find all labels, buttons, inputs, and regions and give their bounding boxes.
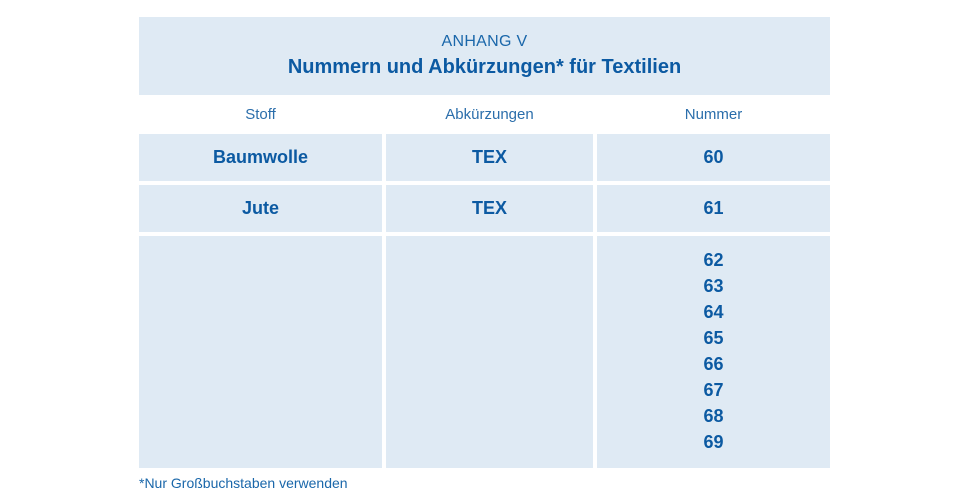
column-header-abkuerzungen: Abkürzungen bbox=[445, 106, 534, 123]
column-header-nummer: Nummer bbox=[684, 106, 743, 123]
column-header-stoff: Stoff bbox=[245, 106, 276, 123]
table-cell-abkuerzung-empty bbox=[386, 236, 593, 468]
number-item: 64 bbox=[703, 302, 724, 322]
footnote: *Nur Großbuchstaben verwenden bbox=[139, 475, 348, 491]
table-header-banner: ANHANG V Nummern und Abkürzungen* für Te… bbox=[139, 17, 830, 95]
table-cell-nummer: 60 bbox=[597, 134, 830, 181]
table-cell-nummer: 61 bbox=[597, 185, 830, 232]
number-item: 63 bbox=[703, 276, 724, 296]
table-cell-abkuerzung: TEX bbox=[386, 134, 593, 181]
table-cell-stoff: Jute bbox=[139, 185, 382, 232]
table-title: Nummern und Abkürzungen* für Textilien bbox=[287, 56, 682, 78]
number-item: 67 bbox=[703, 380, 724, 400]
annex-label: ANHANG V bbox=[441, 33, 528, 50]
number-item: 66 bbox=[703, 354, 724, 374]
table-cell-stoff-empty bbox=[139, 236, 382, 468]
number-item: 65 bbox=[703, 328, 724, 348]
number-item: 62 bbox=[703, 250, 724, 270]
number-item: 68 bbox=[703, 406, 724, 426]
table-cell-stoff: Baumwolle bbox=[139, 134, 382, 181]
table-cell-abkuerzung: TEX bbox=[386, 185, 593, 232]
number-item: 69 bbox=[703, 432, 724, 452]
table-cell-nummer-list: 62 63 64 65 66 67 68 69 bbox=[597, 236, 830, 468]
